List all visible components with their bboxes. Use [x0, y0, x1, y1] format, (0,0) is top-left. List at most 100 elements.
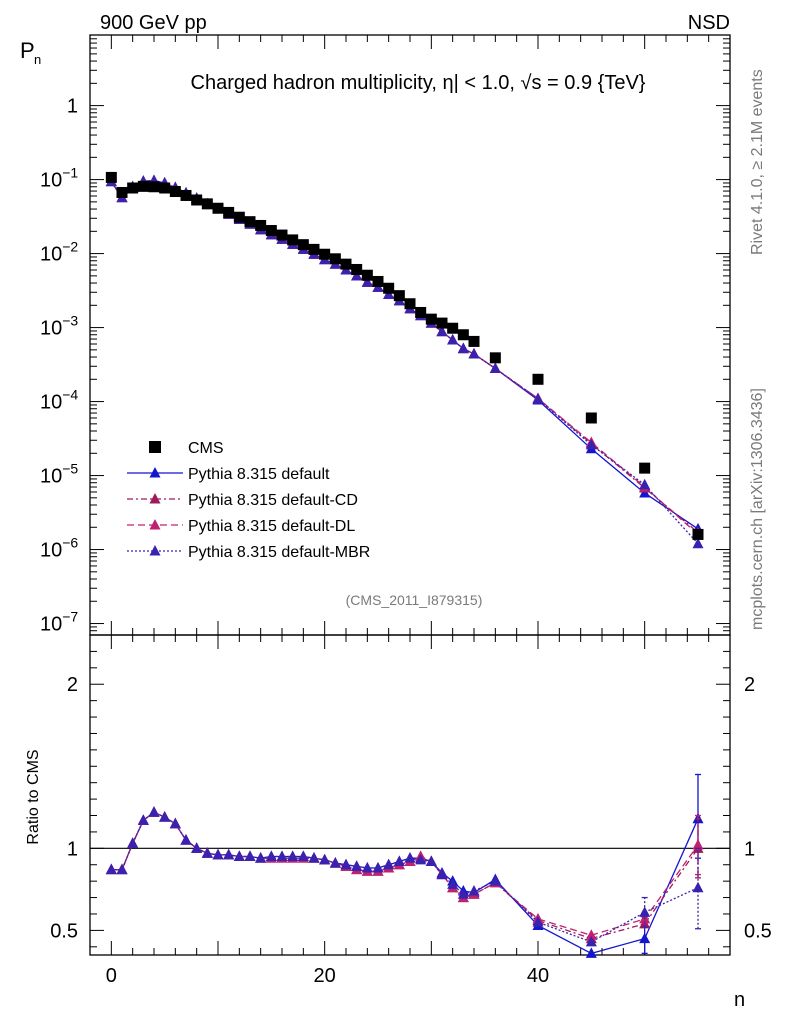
series-point-4: [585, 438, 597, 450]
main-plot: 1 10−1 10−2 10−3 10−4 10−5 10−6 10−7: [40, 34, 731, 636]
legend-label: Pythia 8.315 default-CD: [188, 492, 358, 509]
main-title: Charged hadron multiplicity, η| < 1.0, √…: [191, 72, 646, 94]
ratio-point-3: [233, 850, 245, 862]
cms-point: [340, 258, 352, 270]
ratio-point-3: [372, 862, 384, 873]
y-tick-label: 10−5: [40, 461, 78, 488]
series-point-4: [447, 333, 459, 345]
y-tick-label: 10−4: [40, 387, 78, 414]
cms-point: [127, 182, 139, 194]
series-point-4: [361, 276, 373, 287]
legend-marker: [149, 519, 161, 530]
cms-point: [116, 186, 128, 198]
cms-point: [244, 216, 256, 228]
ratio-line-2: [111, 811, 699, 936]
cms-point: [180, 189, 192, 201]
ratio-point-3: [191, 842, 203, 853]
legend-marker: [149, 467, 161, 478]
main-frame: [89, 34, 731, 636]
ratio-point-3: [447, 878, 459, 889]
ratio-line-3: [111, 811, 699, 943]
ratio-point-3: [692, 881, 704, 893]
ratio-point-3: [180, 834, 192, 845]
x-tick-label: 40: [527, 965, 549, 987]
cms-point: [319, 248, 331, 260]
legend-marker: [149, 493, 161, 504]
cms-point: [639, 462, 651, 474]
legend-label: Pythia 8.315 default: [188, 466, 330, 483]
legend-marker-cms: [149, 441, 161, 453]
cms-point: [361, 269, 373, 281]
cms-point: [393, 290, 405, 302]
y-tick-label: 10−6: [40, 535, 78, 562]
ratio-point-3: [297, 850, 309, 862]
cms-point: [148, 181, 160, 193]
ratio-point-3: [319, 853, 331, 865]
main-ylabel-sub: n: [34, 52, 41, 67]
ratio-point-2: [585, 929, 597, 940]
ratio-point-3: [201, 847, 213, 858]
cms-point: [372, 275, 384, 287]
ratio-point-0: [639, 932, 651, 944]
ratio-point-3: [383, 858, 395, 870]
analysis-annotation: (CMS_2011_I879315): [346, 592, 483, 608]
cms-point: [276, 229, 288, 241]
ratio-y-tick-label: 1: [67, 838, 78, 860]
y-tick-label: 1: [67, 96, 78, 118]
ratio-point-3: [361, 862, 373, 873]
cms-point: [159, 182, 171, 194]
series-point-4: [639, 478, 651, 490]
ratio-point-3: [468, 885, 480, 896]
ratio-point-0: [585, 947, 597, 958]
ratio-point-3: [436, 868, 448, 880]
ratio-point-3: [255, 852, 267, 863]
cms-point: [692, 528, 704, 540]
ratio-point-3: [329, 857, 341, 868]
cms-point: [201, 198, 213, 210]
ratio-frame: [89, 634, 731, 956]
cms-point: [255, 219, 267, 231]
legend-label: Pythia 8.315 default-MBR: [188, 544, 370, 561]
ratio-point-3: [212, 848, 224, 860]
series-line-4: [110, 179, 699, 545]
ratio-point-3: [137, 814, 149, 825]
y-tick-label: 10−3: [40, 313, 78, 340]
ratio-point-3: [639, 906, 651, 917]
rivet-label: Rivet 4.1.0, ≥ 2.1M events: [749, 69, 766, 255]
cms-point: [489, 352, 501, 364]
y-tick-label: 10−7: [40, 609, 78, 636]
legend: CMS Pythia 8.315 default Pythia 8.315 defa…: [127, 440, 370, 561]
ratio-point-3: [287, 850, 299, 862]
cms-point: [137, 180, 149, 192]
ratio-point-3: [415, 853, 427, 865]
cms-point: [297, 239, 309, 251]
ratio-point-3: [276, 850, 288, 862]
cms-point: [436, 317, 448, 329]
ratio-point-3: [169, 817, 181, 829]
cms-point: [329, 253, 341, 265]
cms-point: [585, 412, 597, 424]
ratio-line-1: [111, 811, 699, 940]
cms-point: [447, 322, 459, 334]
ratio-point-3: [127, 837, 139, 848]
series-point-4: [457, 342, 469, 354]
cms-point: [308, 243, 320, 255]
header-left: 900 GeV pp: [100, 12, 207, 34]
cms-point: [212, 202, 224, 214]
ratio-point-3: [393, 855, 405, 866]
x-tick-label: 20: [314, 965, 336, 987]
legend-label: CMS: [188, 440, 224, 457]
ratio-line-0: [111, 811, 699, 955]
x-tick-label: 0: [106, 965, 117, 987]
ratio-y-tick-label: 0.5: [744, 920, 772, 942]
cms-point: [383, 282, 395, 294]
ratio-ylabel: Ratio to CMS: [25, 749, 42, 844]
ratio-y-tick-label: 1: [744, 838, 755, 860]
legend-marker: [149, 545, 161, 556]
ratio-plot: 0 20 40 0.5 0.5 1 1 2 2: [50, 634, 772, 987]
cms-point: [351, 263, 363, 275]
ratio-point-3: [404, 852, 416, 863]
ratio-point-3: [457, 888, 469, 899]
ratio-point-3: [116, 863, 128, 875]
y-tick-label: 10−1: [40, 165, 78, 192]
